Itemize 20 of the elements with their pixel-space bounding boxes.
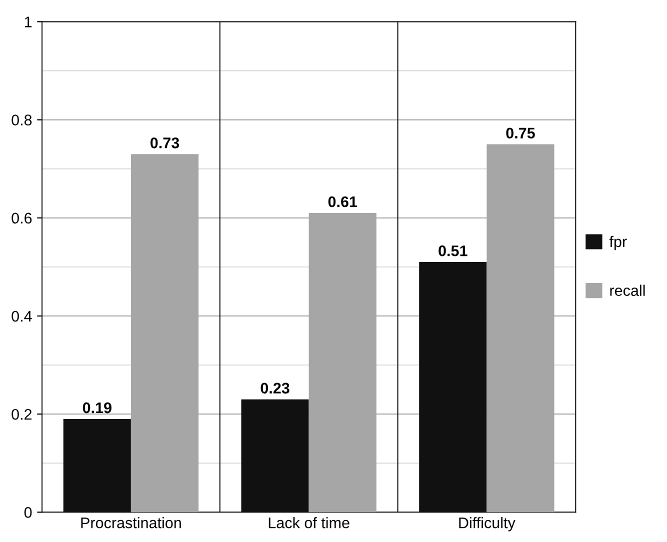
y-tick-label: 0.6 xyxy=(12,212,32,224)
data-label: 0.23 xyxy=(260,382,290,394)
y-tick-label: 1 xyxy=(24,16,32,28)
bar xyxy=(63,418,131,512)
data-label: 0.73 xyxy=(150,138,180,148)
y-tick-label: 0 xyxy=(24,507,32,518)
legend-label: recall xyxy=(610,284,645,296)
data-label: 0.75 xyxy=(506,128,535,139)
x-tick-label: Difficulty xyxy=(459,517,516,532)
data-label: 0.19 xyxy=(82,402,112,414)
legend-label: fpr xyxy=(609,236,627,250)
y-tick-label: 0.2 xyxy=(12,408,32,420)
data-label: 0.51 xyxy=(438,245,468,256)
x-tick-label: Lack of time xyxy=(268,517,350,528)
y-tick-label: 0.4 xyxy=(12,310,32,322)
data-label: 0.61 xyxy=(328,196,358,208)
bar xyxy=(241,399,309,512)
x-tick-label: Procrastination xyxy=(81,517,181,528)
y-tick-label: 0.8 xyxy=(12,114,32,126)
bar xyxy=(419,262,487,512)
